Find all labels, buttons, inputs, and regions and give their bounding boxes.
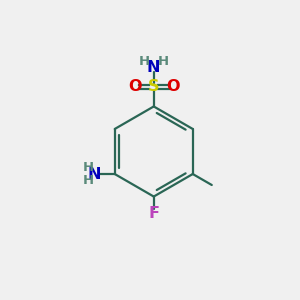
Text: H: H [82,175,94,188]
Text: F: F [148,206,159,221]
Text: O: O [166,79,179,94]
Text: H: H [139,55,150,68]
Text: N: N [147,60,160,75]
Text: H: H [158,55,169,68]
Text: O: O [128,79,142,94]
Text: S: S [148,79,160,94]
Text: N: N [88,167,101,182]
Text: H: H [82,160,94,174]
